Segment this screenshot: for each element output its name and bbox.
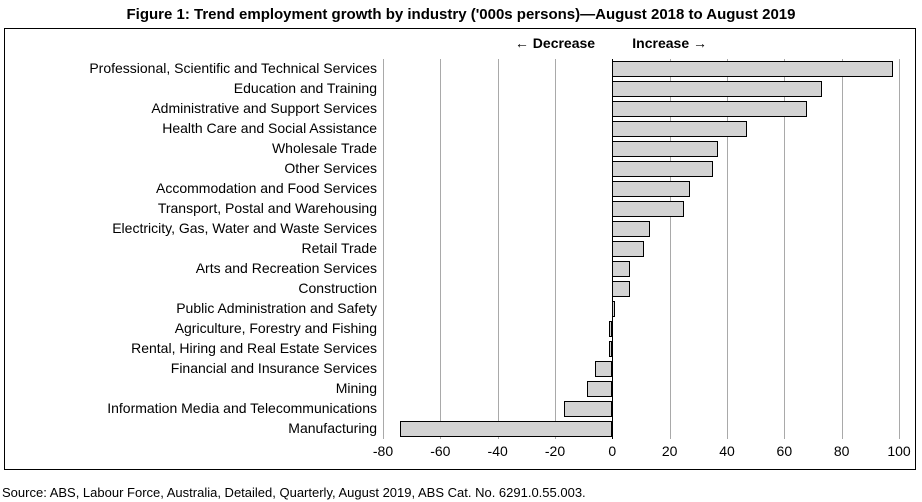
- bar: [609, 341, 612, 357]
- bar: [612, 241, 644, 257]
- bar-row: Health Care and Social Assistance: [383, 119, 899, 139]
- bar-row: Construction: [383, 279, 899, 299]
- category-label: Retail Trade: [0, 239, 383, 257]
- category-label: Other Services: [0, 159, 383, 177]
- bar: [612, 221, 649, 237]
- x-tick-label: -40: [488, 443, 508, 459]
- decrease-label: ← Decrease: [515, 35, 595, 51]
- bar: [612, 61, 893, 77]
- category-label: Education and Training: [0, 79, 383, 97]
- x-tick-label: -60: [430, 443, 450, 459]
- category-label: Health Care and Social Assistance: [0, 119, 383, 137]
- category-label: Administrative and Support Services: [0, 99, 383, 117]
- bar-row: Wholesale Trade: [383, 139, 899, 159]
- x-tick-label: 80: [834, 443, 850, 459]
- category-label: Arts and Recreation Services: [0, 259, 383, 277]
- bar-row: Retail Trade: [383, 239, 899, 259]
- bar: [612, 121, 747, 137]
- bar: [587, 381, 613, 397]
- category-label: Professional, Scientific and Technical S…: [0, 59, 383, 77]
- bar: [612, 101, 807, 117]
- x-tick-label: 100: [887, 443, 910, 459]
- bar: [564, 401, 613, 417]
- x-tick-label: -20: [545, 443, 565, 459]
- x-tick-label: 0: [608, 443, 616, 459]
- bar-row: Accommodation and Food Services: [383, 179, 899, 199]
- bar-row: Public Administration and Safety: [383, 299, 899, 319]
- x-axis: -80-60-40-20020406080100: [383, 443, 899, 463]
- bar-row: Professional, Scientific and Technical S…: [383, 59, 899, 79]
- plot-area: Professional, Scientific and Technical S…: [383, 59, 899, 439]
- bar-row: Financial and Insurance Services: [383, 359, 899, 379]
- bar: [612, 281, 629, 297]
- bar: [612, 181, 689, 197]
- bar-row: Agriculture, Forestry and Fishing: [383, 319, 899, 339]
- category-label: Rental, Hiring and Real Estate Services: [0, 339, 383, 357]
- bar: [609, 321, 612, 337]
- x-tick-label: 20: [662, 443, 678, 459]
- bar: [612, 141, 718, 157]
- category-label: Transport, Postal and Warehousing: [0, 199, 383, 217]
- category-label: Financial and Insurance Services: [0, 359, 383, 377]
- direction-annotation: ← Decrease Increase →: [383, 35, 899, 55]
- bar-row: Manufacturing: [383, 419, 899, 439]
- bar-row: Arts and Recreation Services: [383, 259, 899, 279]
- category-label: Mining: [0, 379, 383, 397]
- category-label: Accommodation and Food Services: [0, 179, 383, 197]
- x-tick-label: 40: [719, 443, 735, 459]
- bar: [612, 161, 712, 177]
- chart-title: Figure 1: Trend employment growth by ind…: [0, 0, 922, 23]
- category-label: Construction: [0, 279, 383, 297]
- category-label: Information Media and Telecommunications: [0, 399, 383, 417]
- bar-row: Electricity, Gas, Water and Waste Servic…: [383, 219, 899, 239]
- bar-row: Administrative and Support Services: [383, 99, 899, 119]
- category-label: Agriculture, Forestry and Fishing: [0, 319, 383, 337]
- bar: [612, 81, 821, 97]
- category-label: Public Administration and Safety: [0, 299, 383, 317]
- category-label: Manufacturing: [0, 419, 383, 437]
- bar: [400, 421, 612, 437]
- bar-row: Rental, Hiring and Real Estate Services: [383, 339, 899, 359]
- x-tick-label: -80: [373, 443, 393, 459]
- source-caption: Source: ABS, Labour Force, Australia, De…: [2, 485, 586, 500]
- chart-frame: ← Decrease Increase → Professional, Scien…: [4, 28, 916, 470]
- gridline: [899, 59, 900, 439]
- bar: [612, 261, 629, 277]
- bar-row: Mining: [383, 379, 899, 399]
- bar: [612, 301, 615, 317]
- bar: [595, 361, 612, 377]
- increase-label: Increase →: [632, 35, 707, 51]
- category-label: Wholesale Trade: [0, 139, 383, 157]
- bar-row: Information Media and Telecommunications: [383, 399, 899, 419]
- bar: [612, 201, 684, 217]
- category-label: Electricity, Gas, Water and Waste Servic…: [0, 219, 383, 237]
- bar-row: Transport, Postal and Warehousing: [383, 199, 899, 219]
- bar-row: Education and Training: [383, 79, 899, 99]
- bar-row: Other Services: [383, 159, 899, 179]
- x-tick-label: 60: [777, 443, 793, 459]
